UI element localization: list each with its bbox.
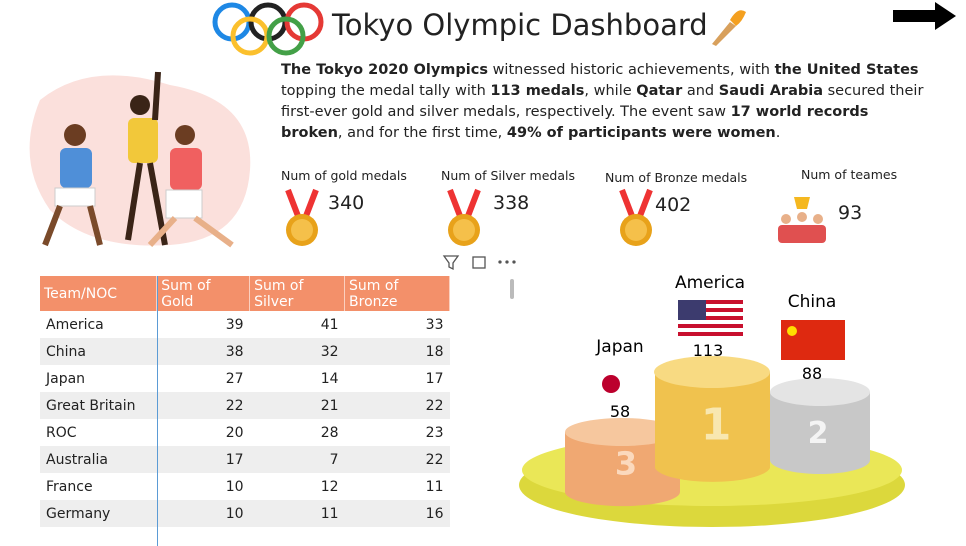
visual-header-icons <box>442 255 516 271</box>
medal-count: 17 <box>156 446 250 473</box>
medal-total: 113 <box>693 341 724 360</box>
medal-count: 10 <box>156 500 250 527</box>
column-header: Sum of Bronze <box>344 276 450 311</box>
table-row: ROC 20 28 23 <box>40 419 450 446</box>
table-row: Japan 27 14 17 <box>40 365 450 392</box>
table-row: France 10 12 11 <box>40 473 450 500</box>
scrollbar[interactable] <box>510 279 514 299</box>
medal-count: 32 <box>249 338 345 365</box>
medal-count: 11 <box>249 500 345 527</box>
medal-count: 12 <box>320 478 339 495</box>
podium-rank: 3 <box>615 445 637 483</box>
description-text: secured their first-ever gold and silver… <box>281 83 924 120</box>
description-text: . <box>775 125 781 141</box>
medal-count: 39 <box>225 316 244 333</box>
column-header: Sum of Silver <box>249 276 346 311</box>
kpi-value: 340 <box>328 192 365 214</box>
description-text: topping the medal tally with <box>281 83 491 99</box>
team-name: Germany <box>40 500 157 527</box>
team-name: Australia <box>40 446 157 473</box>
kpi-label: Num of Silver medals <box>441 168 575 183</box>
flag-china <box>781 320 845 360</box>
team-name: America <box>46 316 104 333</box>
medal-count: 11 <box>425 478 444 495</box>
team-name: France <box>46 478 93 495</box>
athletes-illustration <box>29 71 251 248</box>
flag-usa <box>678 300 743 340</box>
kpi-label: Num of teames <box>801 167 898 182</box>
description: The Tokyo 2020 Olympics witnessed histor… <box>281 60 931 144</box>
medal-count: 17 <box>425 370 444 387</box>
medal-count: 18 <box>344 338 450 365</box>
description-text: the United States <box>774 62 919 78</box>
table: Team/NOC Sum of Gold Sum of Silver Sum of B… <box>40 276 450 527</box>
medal-count: 22 <box>344 392 450 419</box>
dashboard-title: Tokyo Olympic Dashboard <box>332 8 708 42</box>
kpi-value: 402 <box>655 194 692 216</box>
description-text: , and for the first time, <box>337 125 507 141</box>
country-label: Japan <box>595 337 643 357</box>
country-label: America <box>675 273 745 293</box>
kpi-value: 93 <box>838 202 863 224</box>
table-row: Australia 17 7 22 <box>40 446 450 473</box>
description-text: Saudi Arabia <box>718 83 823 99</box>
podium-rank: 2 <box>808 416 829 451</box>
country-label: China <box>788 292 837 312</box>
medal-total: 88 <box>802 364 822 383</box>
medal-count: 22 <box>344 446 450 473</box>
column-header: Sum of Gold <box>156 276 251 311</box>
medal-count: 41 <box>320 316 339 333</box>
medal-total: 58 <box>610 402 630 421</box>
table-row: Germany 10 11 16 <box>40 500 450 527</box>
description-text: The Tokyo 2020 Olympics <box>281 62 488 78</box>
table-row: America 39 41 33 <box>40 311 450 338</box>
table-row: Great Britain 22 21 22 <box>40 392 450 419</box>
table-row: China 38 32 18 <box>40 338 450 365</box>
medal-count: 38 <box>156 338 250 365</box>
description-text: Qatar <box>636 83 683 99</box>
torch-icon <box>712 10 746 46</box>
medal-count: 28 <box>320 424 339 441</box>
medal-table: Team/NOC Sum of Gold Sum of Silver Sum of B… <box>40 276 450 546</box>
medal-count: 7 <box>249 446 345 473</box>
nav-arrow[interactable] <box>893 2 956 30</box>
medal-count: 10 <box>225 478 244 495</box>
team-name: China <box>40 338 157 365</box>
medal-count: 22 <box>156 392 250 419</box>
kpi-label: Num of Bronze medals <box>605 170 748 185</box>
medal-count: 33 <box>425 316 444 333</box>
team-name: Japan <box>46 370 86 387</box>
kpi-icons <box>285 188 826 246</box>
description-text: and <box>682 83 719 99</box>
olympic-rings <box>212 2 324 56</box>
medal-count: 20 <box>225 424 244 441</box>
kpi-label: Num of gold medals <box>281 168 407 183</box>
flag-japan <box>588 368 634 400</box>
medal-count: 16 <box>344 500 450 527</box>
column-divider <box>157 276 158 546</box>
description-text: witnessed historic achievements, with <box>487 62 775 78</box>
team-name: ROC <box>46 424 77 441</box>
medal-count: 27 <box>225 370 244 387</box>
description-text: 17 world records broken <box>281 104 869 141</box>
podium-rank: 1 <box>701 400 732 451</box>
medal-count: 14 <box>320 370 339 387</box>
description-text: , while <box>584 83 637 99</box>
team-name: Great Britain <box>40 392 157 419</box>
description-text: 113 medals <box>490 83 585 99</box>
kpi-value: 338 <box>493 192 530 214</box>
column-header: Team/NOC <box>40 276 158 311</box>
medal-count: 23 <box>425 424 444 441</box>
medal-count: 21 <box>249 392 345 419</box>
description-text: 49% of participants were women <box>506 125 776 141</box>
podium <box>519 300 905 527</box>
